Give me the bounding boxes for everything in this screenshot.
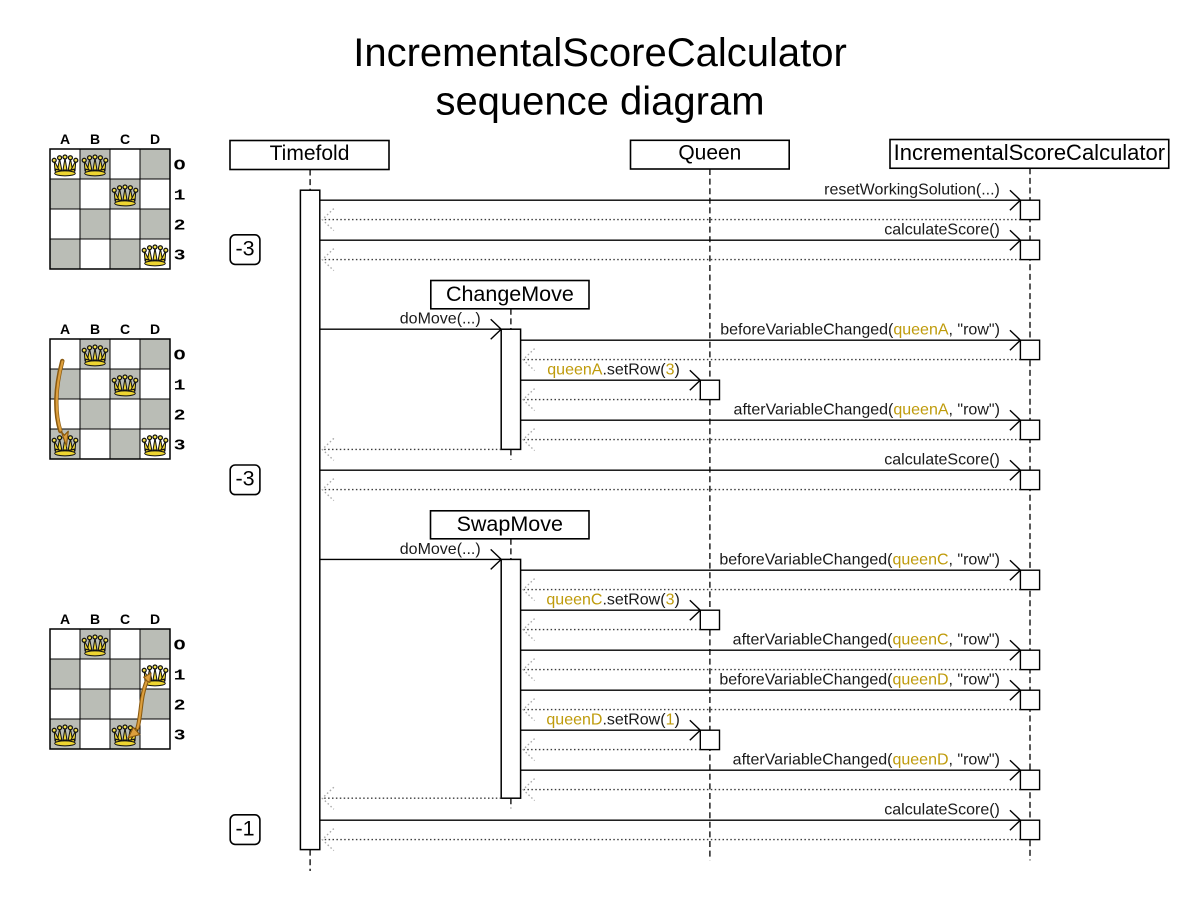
svg-text:queenA.setRow(3): queenA.setRow(3) bbox=[547, 362, 680, 379]
svg-text:3: 3 bbox=[174, 438, 186, 455]
svg-text:2: 2 bbox=[174, 698, 186, 715]
svg-text:queenD.setRow(1): queenD.setRow(1) bbox=[546, 712, 679, 729]
svg-text:D: D bbox=[150, 131, 160, 147]
svg-text:-3: -3 bbox=[235, 467, 254, 491]
svg-text:SwapMove: SwapMove bbox=[457, 512, 563, 536]
svg-text:2: 2 bbox=[174, 218, 186, 235]
svg-text:beforeVariableChanged(queenD,: beforeVariableChanged(queenD, "row") bbox=[719, 672, 1000, 689]
svg-text:afterVariableChanged(queenD, ": afterVariableChanged(queenD, "row") bbox=[733, 752, 1000, 769]
svg-text:resetWorkingSolution(...): resetWorkingSolution(...) bbox=[824, 182, 1000, 199]
svg-text:sequence diagram: sequence diagram bbox=[435, 80, 764, 124]
svg-text:B: B bbox=[90, 611, 100, 627]
svg-text:calculateScore(): calculateScore() bbox=[884, 222, 1000, 239]
svg-text:beforeVariableChanged(queenA,: beforeVariableChanged(queenA, "row") bbox=[720, 322, 1000, 339]
svg-text:-3: -3 bbox=[235, 236, 254, 260]
svg-text:C: C bbox=[120, 611, 130, 627]
svg-text:1: 1 bbox=[174, 188, 186, 205]
svg-text:calculateScore(): calculateScore() bbox=[884, 452, 1000, 469]
svg-text:1: 1 bbox=[174, 668, 186, 685]
svg-text:C: C bbox=[120, 131, 130, 147]
svg-text:calculateScore(): calculateScore() bbox=[884, 802, 1000, 819]
svg-text:O: O bbox=[174, 348, 186, 365]
svg-text:Queen: Queen bbox=[678, 141, 741, 164]
svg-text:IncrementalScoreCalculator: IncrementalScoreCalculator bbox=[894, 140, 1165, 165]
svg-text:beforeVariableChanged(queenC,: beforeVariableChanged(queenC, "row") bbox=[719, 552, 1000, 569]
svg-text:doMove(...): doMove(...) bbox=[400, 541, 481, 558]
svg-text:B: B bbox=[90, 321, 100, 337]
svg-text:3: 3 bbox=[174, 728, 186, 745]
svg-text:O: O bbox=[174, 638, 186, 655]
svg-text:D: D bbox=[150, 611, 160, 627]
svg-text:D: D bbox=[150, 321, 160, 337]
svg-text:O: O bbox=[174, 158, 186, 175]
svg-text:doMove(...): doMove(...) bbox=[400, 311, 481, 328]
svg-text:C: C bbox=[120, 321, 130, 337]
svg-text:ChangeMove: ChangeMove bbox=[446, 282, 574, 306]
svg-text:-1: -1 bbox=[235, 816, 254, 840]
svg-text:Timefold: Timefold bbox=[270, 142, 350, 165]
svg-text:3: 3 bbox=[174, 248, 186, 265]
svg-text:afterVariableChanged(queenA, ": afterVariableChanged(queenA, "row") bbox=[734, 402, 1000, 419]
svg-text:queenC.setRow(3): queenC.setRow(3) bbox=[546, 592, 679, 609]
svg-text:B: B bbox=[90, 131, 100, 147]
svg-text:2: 2 bbox=[174, 408, 186, 425]
svg-text:afterVariableChanged(queenC, ": afterVariableChanged(queenC, "row") bbox=[733, 632, 1000, 649]
svg-text:A: A bbox=[60, 611, 70, 627]
svg-text:1: 1 bbox=[174, 378, 186, 395]
svg-text:A: A bbox=[60, 321, 70, 337]
svg-text:A: A bbox=[60, 131, 70, 147]
svg-text:IncrementalScoreCalculator: IncrementalScoreCalculator bbox=[353, 31, 847, 75]
